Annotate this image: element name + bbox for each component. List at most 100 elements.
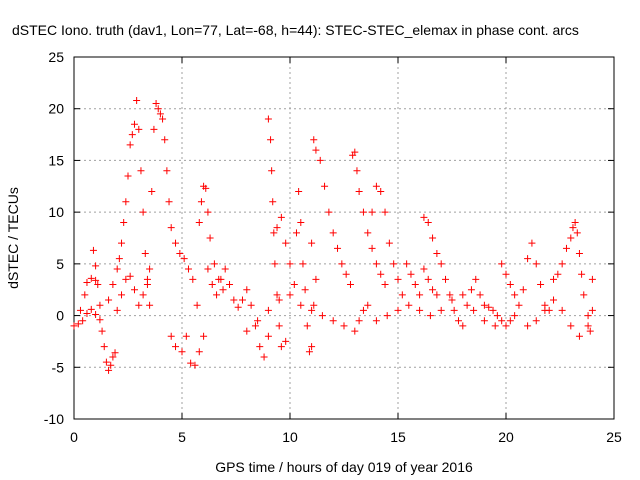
data-point: [96, 316, 104, 324]
data-point: [524, 255, 532, 263]
data-point: [506, 317, 514, 325]
data-point: [130, 286, 138, 294]
data-point: [146, 265, 154, 273]
data-point: [480, 301, 488, 309]
data-point: [105, 366, 113, 374]
data-point: [493, 312, 501, 320]
data-point: [111, 349, 119, 357]
data-point: [264, 306, 272, 314]
data-point: [197, 198, 205, 206]
data-point: [195, 218, 203, 226]
data-point: [271, 260, 279, 268]
data-point: [342, 270, 350, 278]
data-point: [537, 281, 545, 289]
data-point: [351, 327, 359, 335]
x-tick-label: 0: [70, 429, 78, 445]
data-point: [381, 208, 389, 216]
data-point: [139, 208, 147, 216]
y-tick-label: -5: [52, 359, 65, 375]
data-point: [150, 125, 158, 133]
data-point: [161, 136, 169, 144]
data-point: [558, 306, 566, 314]
data-point: [573, 229, 581, 237]
y-tick-label: 20: [48, 101, 64, 117]
data-point: [141, 250, 149, 258]
data-point: [172, 239, 180, 247]
data-point: [83, 310, 91, 318]
data-point: [334, 244, 342, 252]
data-point: [193, 301, 201, 309]
data-point: [567, 322, 575, 330]
data-point: [470, 306, 478, 314]
data-point: [243, 286, 251, 294]
data-point: [286, 260, 294, 268]
data-point: [588, 275, 596, 283]
data-point: [133, 96, 141, 104]
data-point: [368, 208, 376, 216]
data-point: [340, 322, 348, 330]
data-point: [575, 250, 583, 258]
data-point: [578, 270, 586, 278]
data-point: [200, 332, 208, 340]
data-point: [113, 265, 121, 273]
data-point: [459, 291, 467, 299]
data-point: [575, 332, 583, 340]
data-point: [437, 260, 445, 268]
data-point: [89, 246, 97, 254]
data-point: [243, 327, 251, 335]
data-point: [234, 303, 242, 311]
data-point: [76, 306, 84, 314]
data-point: [70, 322, 78, 330]
data-point: [359, 208, 367, 216]
data-point: [172, 343, 180, 351]
y-tick-label: 0: [56, 308, 64, 324]
data-point: [385, 239, 393, 247]
data-point: [96, 301, 104, 309]
data-point: [139, 291, 147, 299]
data-point: [165, 198, 173, 206]
data-point: [128, 131, 136, 139]
data-point: [202, 184, 210, 192]
data-point: [312, 275, 320, 283]
data-point: [390, 260, 398, 268]
data-point: [178, 348, 186, 356]
grid: [74, 57, 614, 419]
data-point: [195, 348, 203, 356]
data-point: [254, 317, 262, 325]
data-point: [372, 182, 380, 190]
data-point: [355, 187, 363, 195]
data-point: [450, 306, 458, 314]
data-point: [292, 229, 300, 237]
data-point: [115, 255, 123, 263]
data-point: [256, 343, 264, 351]
data-point: [130, 120, 138, 128]
data-point: [446, 291, 454, 299]
data-point: [524, 322, 532, 330]
data-point: [325, 208, 333, 216]
data-point: [98, 327, 106, 335]
data-point: [511, 312, 519, 320]
data-point: [429, 234, 437, 242]
data-point: [81, 291, 89, 299]
data-point: [269, 198, 277, 206]
data-point: [282, 239, 290, 247]
data-point: [383, 312, 391, 320]
data-point: [329, 229, 337, 237]
data-point: [467, 286, 475, 294]
data-point: [351, 148, 359, 156]
data-point: [286, 291, 294, 299]
data-point: [420, 213, 428, 221]
data-point: [364, 229, 372, 237]
data-point: [105, 296, 113, 304]
data-point: [109, 353, 117, 361]
data-point: [122, 275, 130, 283]
data-point: [184, 265, 192, 273]
data-point: [100, 343, 108, 351]
data-point: [275, 322, 283, 330]
data-point: [424, 218, 432, 226]
data-point: [316, 156, 324, 164]
y-tick-label: 15: [48, 152, 64, 168]
data-point: [230, 296, 238, 304]
data-point: [476, 291, 484, 299]
data-point: [167, 224, 175, 232]
